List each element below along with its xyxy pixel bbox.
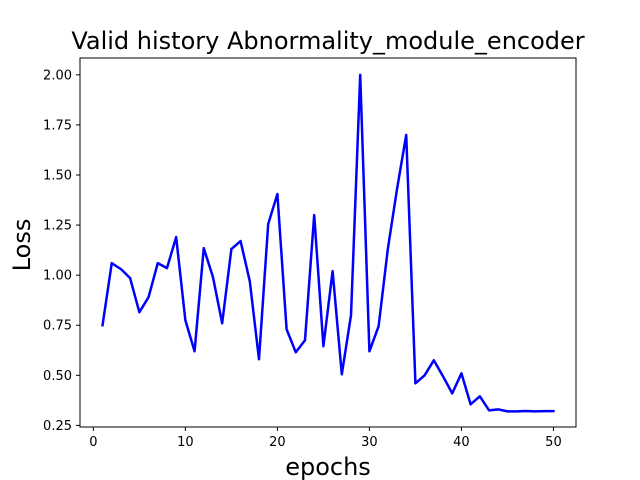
x-tick-label: 40 bbox=[453, 435, 470, 450]
y-tick-label: 0.25 bbox=[43, 419, 72, 434]
x-axis-label: epochs bbox=[285, 453, 371, 480]
x-tick-label: 0 bbox=[89, 435, 97, 450]
y-tick-label: 1.50 bbox=[43, 168, 72, 183]
y-axis-label: Loss bbox=[8, 219, 36, 272]
x-tick-label: 30 bbox=[361, 435, 378, 450]
y-tick-label: 1.75 bbox=[43, 118, 72, 133]
plot-area: 0 10 20 30 40 50 0.25 0.50 0.75 1.00 1.25 1.50 1.75 2… bbox=[43, 57, 577, 450]
series-line-0 bbox=[101, 73, 555, 413]
y-tick-label: 1.00 bbox=[43, 269, 72, 284]
x-tick-label: 20 bbox=[269, 435, 286, 450]
y-tick-label: 0.50 bbox=[43, 369, 72, 384]
x-tick-label: 50 bbox=[545, 435, 562, 450]
x-tick-label: 10 bbox=[177, 435, 194, 450]
y-tick-label: 0.75 bbox=[43, 319, 72, 334]
y-tick-label: 2.00 bbox=[43, 68, 72, 83]
chart-title: Valid history Abnormality_module_encoder bbox=[71, 27, 584, 55]
y-tick-label: 1.25 bbox=[43, 219, 72, 234]
plot-frame bbox=[79, 57, 577, 428]
